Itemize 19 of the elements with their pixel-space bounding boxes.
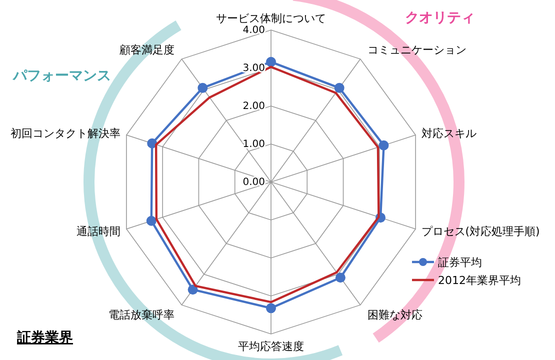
- spoke-label: コミュニケーション: [367, 43, 466, 56]
- y-tick-label: 2.00: [242, 101, 265, 112]
- spoke-label: 初回コンタクト解決率: [10, 127, 121, 140]
- text: 証券業界: [16, 329, 73, 346]
- spoke-label: プロセス(対応処理手順): [421, 224, 540, 238]
- legend-label: 証券平均: [438, 256, 482, 269]
- spoke-label: 困難な対応: [367, 308, 422, 322]
- text: クオリティ: [405, 10, 475, 26]
- legend-label: 2012年業界平均: [438, 274, 521, 287]
- spoke-label: 通話時間: [76, 224, 121, 238]
- spoke-label: 平均応答速度: [238, 340, 304, 353]
- spoke-label: サービス体制について: [216, 12, 326, 25]
- y-tick-label: 4.00: [242, 25, 265, 36]
- y-tick-label: 1.00: [242, 139, 265, 150]
- spoke-label: 電話放棄呼率: [108, 308, 175, 322]
- text: パフォーマンス: [12, 68, 111, 84]
- y-tick-label: 0.00: [242, 177, 265, 188]
- spoke-label: 対応スキル: [421, 127, 476, 140]
- spoke-label: 顧客満足度: [120, 43, 175, 56]
